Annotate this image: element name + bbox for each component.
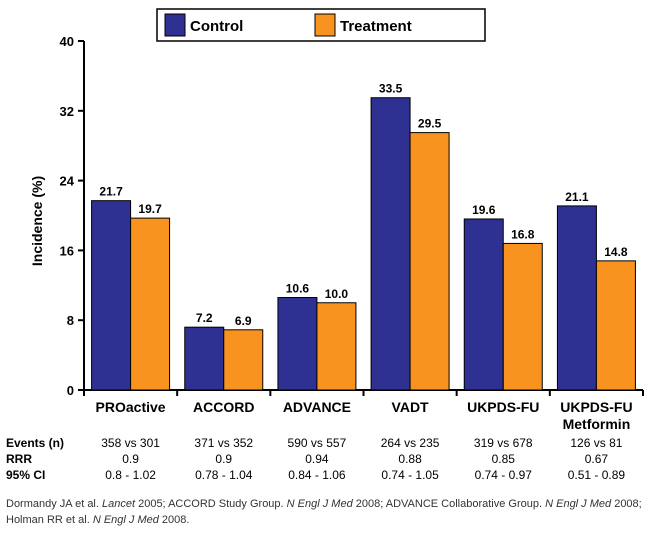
bar-treatment (316, 302, 357, 391)
stats-cell: 0.8 - 1.02 (105, 468, 156, 482)
chart-category-labels: PROactive ACCORD ADVANCE VADT UKPDS-FU UKPDS-… (96, 399, 633, 432)
category-label: ADVANCE (283, 399, 351, 415)
stats-cell: 0.78 - 1.04 (195, 468, 253, 482)
journal-name: N Engl J Med (286, 498, 353, 510)
legend-label-treatment: Treatment (340, 18, 412, 35)
y-tick-label: 16 (60, 243, 74, 258)
y-axis-label: Incidence (%) (29, 176, 45, 266)
bar-treatment (223, 329, 264, 391)
data-label: 6.9 (235, 314, 252, 328)
data-label: 14.8 (604, 245, 628, 259)
chart-axes: 0 8 16 24 32 40 (60, 34, 644, 398)
stats-cell: 371 vs 352 (194, 436, 254, 450)
chart-data-labels: 21.7 19.7 7.2 6.9 10.6 10.0 33.5 29.5 19.6 16.8 21… (99, 82, 628, 328)
stats-row-label: Events (n) (6, 436, 65, 450)
category-label: UKPDS-FU (467, 399, 539, 415)
footnote-text: 2005; ACCORD Study Group. (135, 498, 287, 510)
bar-control (556, 205, 597, 391)
journal-name: N Engl J Med (545, 498, 612, 510)
stats-cell: 0.88 (398, 452, 422, 466)
journal-name: N Engl J Med (92, 514, 159, 526)
y-tick-label: 40 (60, 34, 74, 49)
stats-cell: 0.51 - 0.89 (567, 468, 626, 482)
stats-cell: 264 vs 235 (380, 436, 440, 450)
bar-control (370, 97, 411, 391)
bar-treatment (502, 242, 543, 391)
data-label: 10.6 (286, 282, 310, 296)
stats-cell: 590 vs 557 (287, 436, 347, 450)
stats-cell: 0.9 (122, 452, 139, 466)
footnote-text: 2008; Holman RR et al. (6, 498, 642, 526)
data-label: 21.7 (99, 185, 123, 199)
data-label: 19.7 (138, 202, 162, 216)
chart-bars (91, 97, 636, 391)
bar-treatment (130, 217, 171, 391)
bar-control (91, 200, 132, 391)
data-label: 16.8 (511, 227, 535, 241)
bar-treatment (409, 132, 450, 391)
category-label: PROactive (96, 399, 166, 415)
stats-cell: 0.85 (491, 452, 515, 466)
y-tick-label: 24 (60, 174, 75, 189)
stats-cell: 319 vs 678 (473, 436, 533, 450)
stats-cell: 0.84 - 1.06 (288, 468, 346, 482)
legend-swatch-control (164, 13, 186, 37)
legend-swatch-treatment (314, 13, 336, 37)
data-label: 33.5 (379, 82, 403, 96)
bar-control (184, 326, 225, 391)
stats-cell: 358 vs 301 (101, 436, 160, 450)
data-label: 7.2 (196, 311, 213, 325)
data-label: 21.1 (565, 190, 589, 204)
data-label: 19.6 (472, 203, 496, 217)
category-label: ACCORD (193, 399, 254, 415)
bar-control (463, 218, 504, 391)
category-label: UKPDS-FU Metformin (560, 399, 632, 432)
stats-row-label: 95% CI (6, 468, 46, 482)
y-tick-label: 8 (67, 313, 74, 328)
data-label: 29.5 (418, 117, 442, 131)
footnote-text: 2008; ADVANCE Collaborative Group. (352, 498, 546, 510)
y-tick-label: 0 (67, 383, 74, 398)
footnote-text: 2008. (158, 514, 190, 526)
footnote: Dormandy JA et al. Lancet 2005; ACCORD S… (6, 496, 642, 528)
data-label: 10.0 (325, 287, 349, 301)
bar-chart: 0 8 16 24 32 40 21.7 19.7 7.2 6.9 10.6 10.0 33.5 29.… (29, 8, 644, 432)
bar-control (277, 297, 318, 391)
stats-row-label: RRR (6, 452, 32, 466)
footnote-text: Dormandy JA et al. (6, 498, 102, 510)
bar-treatment (595, 260, 636, 391)
legend-label-control: Control (190, 18, 243, 35)
stats-cell: 0.74 - 1.05 (381, 468, 439, 482)
stats-cell: 0.74 - 0.97 (474, 468, 532, 482)
stats-cell: 0.9 (215, 452, 233, 466)
stats-cell: 0.94 (305, 452, 329, 466)
y-tick-label: 32 (60, 104, 74, 119)
stats-cell: 126 vs 81 (570, 436, 623, 450)
category-label: VADT (392, 399, 430, 415)
journal-name: Lancet (102, 498, 136, 510)
stats-cell: 0.67 (584, 452, 609, 466)
chart-legend: Control Treatment (156, 8, 486, 42)
